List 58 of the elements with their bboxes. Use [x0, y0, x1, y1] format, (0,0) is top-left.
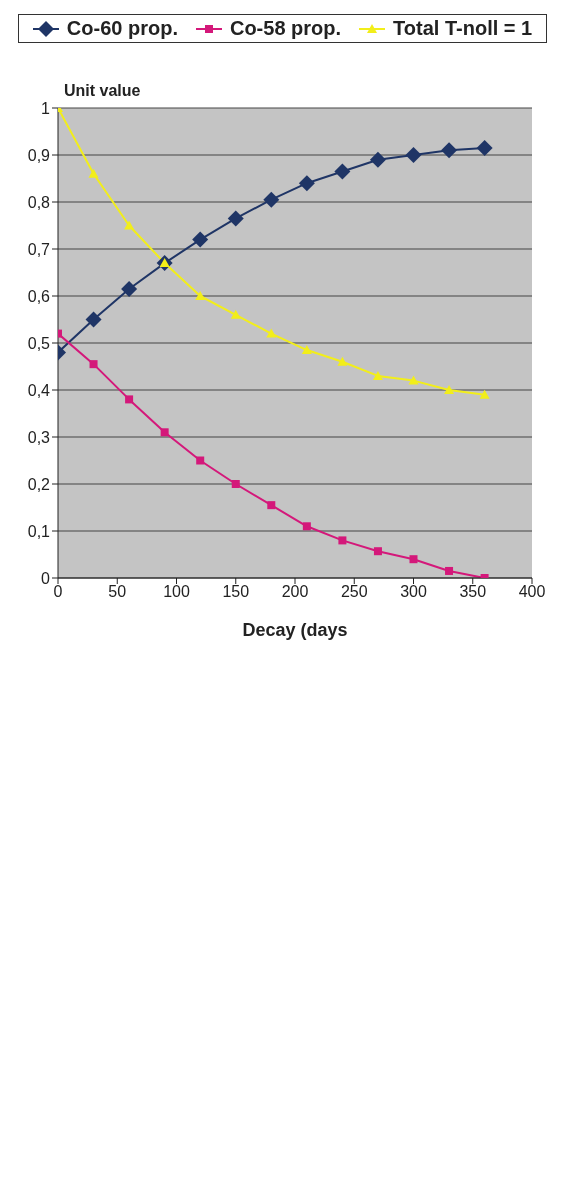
- x-tick-label: 150: [222, 583, 250, 601]
- point: [479, 389, 490, 399]
- y-tick-label: 0,6: [27, 287, 51, 305]
- point: [160, 428, 169, 437]
- y-tick-label: 0,2: [27, 475, 51, 493]
- point: [88, 168, 99, 178]
- y-tick-label: 1: [41, 99, 51, 117]
- y-tick-label: 0: [41, 569, 51, 587]
- y-tick-label: 0,7: [27, 240, 51, 258]
- point: [263, 191, 280, 208]
- point: [369, 151, 386, 168]
- y-tick-label: 0,5: [27, 334, 51, 352]
- point: [372, 370, 383, 380]
- y-tick-label: 0,4: [27, 381, 51, 399]
- x-tick-label: 0: [53, 583, 63, 601]
- x-tick-label: 400: [518, 583, 546, 601]
- point: [444, 385, 455, 394]
- point: [267, 501, 276, 510]
- point: [125, 395, 134, 404]
- legend-label: Total T-noll = 1: [392, 17, 533, 40]
- point: [85, 311, 102, 328]
- point: [121, 280, 138, 297]
- point: [405, 147, 422, 163]
- point: [195, 291, 206, 300]
- point: [230, 309, 241, 319]
- y-axis-title: Unit value: [64, 82, 141, 99]
- y-tick-label: 0,8: [27, 193, 51, 211]
- y-tick-label: 0,1: [27, 522, 51, 540]
- x-tick-label: 300: [400, 583, 427, 601]
- point: [409, 555, 418, 564]
- point: [301, 345, 312, 355]
- legend-label: Co-60 prop.: [65, 17, 178, 40]
- point: [298, 175, 315, 192]
- point: [266, 328, 277, 338]
- x-tick-label: 100: [163, 583, 190, 601]
- point: [338, 536, 347, 545]
- point: [337, 356, 348, 366]
- point: [334, 163, 351, 180]
- x-tick-label: 250: [340, 583, 368, 601]
- x-tick-label: 50: [108, 583, 127, 601]
- legend-label: Co-58 prop.: [228, 17, 342, 40]
- y-tick-label: 0,3: [27, 428, 51, 446]
- point: [302, 522, 311, 531]
- point: [373, 547, 382, 556]
- point: [89, 360, 98, 369]
- x-tick-label: 350: [459, 583, 487, 601]
- point: [124, 220, 135, 230]
- x-axis-title: Decay (days: [242, 620, 348, 640]
- x-tick-label: 200: [281, 583, 309, 601]
- point: [408, 375, 419, 385]
- point: [476, 139, 493, 156]
- point: [196, 456, 205, 465]
- point: [227, 210, 244, 227]
- point: [231, 480, 240, 488]
- point: [445, 566, 454, 575]
- point: [441, 142, 458, 159]
- y-tick-label: 0,9: [27, 146, 51, 164]
- point: [192, 231, 209, 248]
